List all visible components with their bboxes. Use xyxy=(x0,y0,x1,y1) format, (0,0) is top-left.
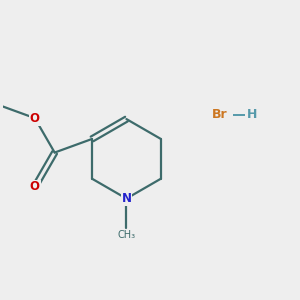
Text: H: H xyxy=(247,108,257,121)
Text: Br: Br xyxy=(212,108,227,121)
Text: O: O xyxy=(30,112,40,124)
Text: N: N xyxy=(122,192,131,205)
Text: CH₃: CH₃ xyxy=(117,230,136,239)
Text: O: O xyxy=(30,181,40,194)
